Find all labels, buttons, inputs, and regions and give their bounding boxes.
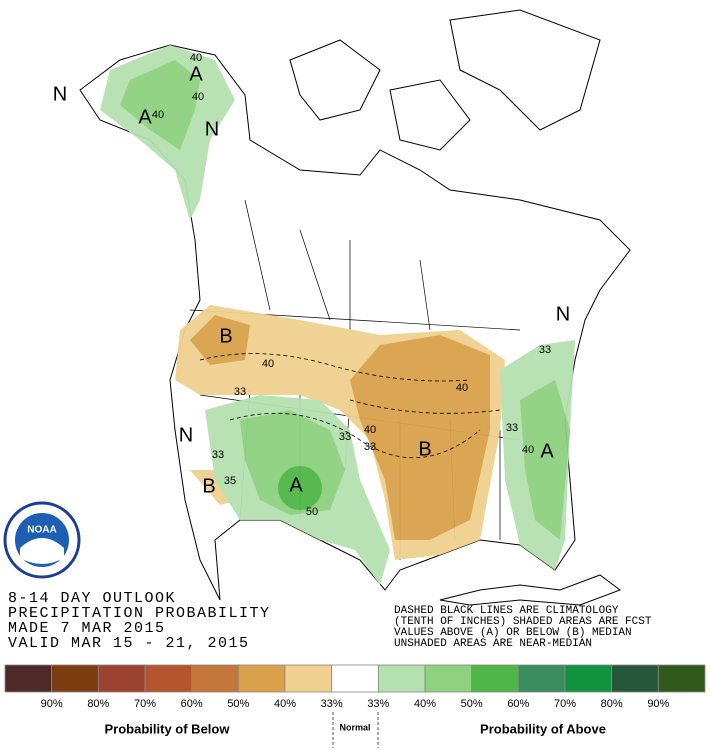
logo-text: NOAA [27,525,56,536]
map-label: 33 [234,386,246,398]
map-label: A [138,106,152,128]
legend-above-title: Probability of Above [480,721,606,736]
map-label: A [289,474,303,496]
map-label: B [418,438,431,460]
legend-swatch [237,664,286,693]
legend-swatch [657,664,706,693]
map-label: N [556,303,570,325]
map-label: 40 [522,444,534,456]
map-label: 33 [364,441,376,453]
legend-swatch [564,664,613,693]
title-line: VALID MAR 15 - 21, 2015 [8,635,250,652]
legend-swatch [144,664,193,693]
map-label: 35 [224,475,236,487]
legend-label: 50% [227,698,249,710]
legend-swatch [4,664,53,693]
legend-label: 80% [87,698,109,710]
legend-swatch [191,664,239,693]
legend-label: 33% [321,698,343,710]
legend-label: 70% [134,698,156,710]
legend-label: 40% [274,698,296,710]
legend-label: 40% [414,698,436,710]
legend-label: 80% [601,698,623,710]
map-label: B [202,475,215,497]
map-label: 40 [190,52,202,64]
map-label: 40 [364,424,376,436]
legend-below-title: Probability of Below [105,721,231,736]
note-line: DASHED BLACK LINES ARE CLIMATOLOGY [394,605,619,617]
legend-swatch [611,664,659,693]
map-label: 33 [339,431,351,443]
map-label: 33 [506,422,518,434]
legend-label: 33% [367,698,389,710]
map-label: N [205,118,219,140]
forecast-shading [100,45,575,585]
legend-label: 60% [181,698,203,710]
note-line: UNSHADED AREAS ARE NEAR-MEDIAN [394,638,592,650]
legend-label: 60% [507,698,529,710]
legend-swatch [331,664,379,693]
title-line: 8-14 DAY OUTLOOK [8,590,176,607]
map-label: 40 [152,109,164,121]
map-label: 40 [192,91,204,103]
legend-swatch [284,664,333,693]
map-label: B [219,325,232,347]
legend-label: 90% [647,698,669,710]
legend-swatch [97,664,146,693]
title-line: MADE 7 MAR 2015 [8,620,166,637]
map-label: 33 [539,344,551,356]
map-label: 40 [456,382,468,394]
map-label: A [189,63,203,85]
legend-swatch [517,664,566,693]
climatology-lines [199,353,501,459]
map-label: N [53,83,67,105]
legend-label: 70% [554,698,576,710]
note-line: (TENTH OF INCHES) SHADED AREAS ARE FCST [394,616,652,628]
legend-label: 90% [41,698,63,710]
map-label: 33 [212,449,224,461]
map-label: 50 [306,506,318,518]
legend-swatch [51,664,99,693]
noaa-logo: NOAA [3,501,81,579]
legend-swatch [377,664,426,693]
map-label: 40 [262,358,274,370]
legend-normal-title: Normal [339,722,370,732]
note-line: VALUES ABOVE (A) OR BELOW (B) MEDIAN [394,627,632,639]
legend-swatch [471,664,519,693]
legend-label: 50% [461,698,483,710]
legend-swatch [424,664,473,693]
title-line: PRECIPITATION PROBABILITY [8,605,271,622]
map-label: A [540,440,554,462]
map-label: N [179,424,193,446]
